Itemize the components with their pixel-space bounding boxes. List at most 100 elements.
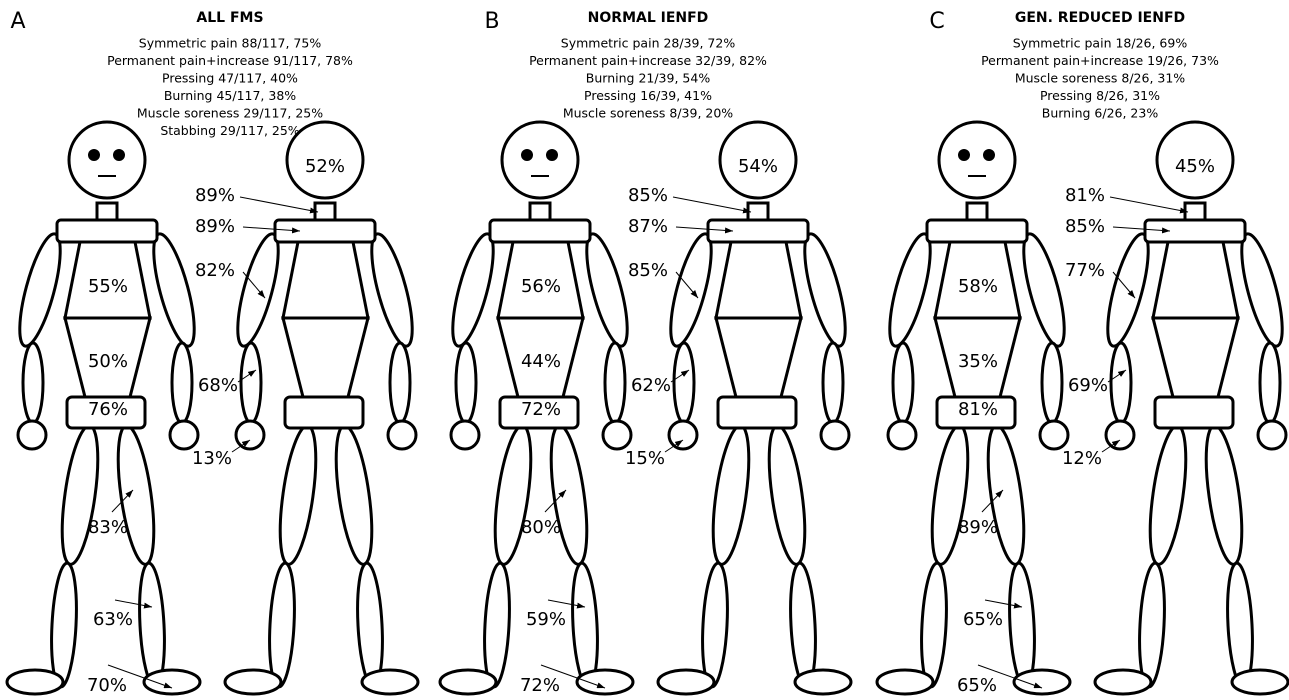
body-part [488,218,592,244]
body-part [701,561,729,689]
percent-label: 52% [305,156,345,177]
body-part [234,419,266,451]
arrow [1101,439,1121,453]
body-part [239,341,263,425]
summary-line: Symmetric pain 18/26, 69% [1013,36,1188,51]
body-part [1038,419,1070,451]
percent-label: 63% [93,609,133,630]
body-part [821,341,845,425]
summary-line: Muscle soreness 8/39, 20% [563,106,733,121]
body-part [528,201,552,222]
body-part [1151,240,1240,320]
body-part [1148,424,1188,566]
percent-label: 69% [1068,375,1108,396]
percent-label: 62% [631,375,671,396]
body-part [500,120,580,200]
percent-label: 85% [1065,216,1105,237]
body-part [601,419,633,451]
summary-line: Symmetric pain 28/39, 72% [561,36,736,51]
body-part [888,232,932,348]
body-part [1012,668,1072,696]
body-part [1008,561,1036,689]
body-part [875,668,935,696]
arrow [231,439,251,453]
body-part [281,316,370,399]
arrow [1109,196,1189,214]
body-part [386,419,418,451]
eye [521,149,533,161]
arrow [547,599,586,609]
eye [958,149,970,161]
percent-label: 87% [628,216,668,237]
arrow [1107,369,1127,383]
body-part [1258,341,1282,425]
percent-label: 15% [625,448,665,469]
summary-line: Muscle soreness 8/26, 31% [1015,71,1185,86]
summary-line: Stabbing 29/117, 25% [160,123,299,138]
body-part [370,232,414,348]
summary-line: Muscle soreness 29/117, 25% [137,106,323,121]
arrow [544,489,567,513]
percent-label: 56% [521,276,561,297]
body-part [360,668,420,696]
percent-label: 13% [192,448,232,469]
percent-label: 85% [628,260,668,281]
arrow [981,489,1004,513]
summary-line: Pressing 16/39, 41% [584,88,712,103]
body-part [1143,218,1247,244]
body-part [55,218,159,244]
arrow [675,271,699,299]
body-part [803,232,847,348]
body-part [937,120,1017,200]
arrow [107,664,173,689]
body-part [1138,561,1166,689]
body-part [285,120,365,200]
summary-line: Pressing 8/26, 31% [1040,88,1160,103]
body-part [1153,395,1235,430]
body-part [1155,120,1235,200]
percent-label: 12% [1062,448,1102,469]
panel-letter: B [484,9,499,34]
panel-letter: A [10,9,25,34]
arrow [114,599,153,609]
summary-line: Burning 6/26, 23% [1042,106,1159,121]
body-part [667,419,699,451]
eye [88,149,100,161]
percent-label: 85% [628,185,668,206]
body-part [498,395,580,430]
body-part [549,424,589,566]
body-part [714,316,803,399]
summary-line: Burning 21/39, 54% [586,71,711,86]
percent-label: 89% [958,517,998,538]
body-part [925,218,1029,244]
summary-line: Burning 45/117, 38% [164,88,296,103]
body-part [273,218,377,244]
body-part [5,668,65,696]
body-part [65,395,147,430]
summary-line: Permanent pain+increase 91/117, 78% [107,53,353,68]
body-part [95,201,119,222]
body-part [1256,419,1288,451]
body-part [438,668,498,696]
body-part [223,668,283,696]
body-part [16,419,48,451]
body-part [920,561,948,689]
percent-label: 89% [195,216,235,237]
body-part [268,561,296,689]
body-part [1230,668,1289,696]
body-part [281,240,370,320]
summary-line: Permanent pain+increase 32/39, 82% [529,53,767,68]
body-part [571,561,599,689]
percent-label: 55% [88,276,128,297]
arrow [670,369,690,383]
arrow [237,369,257,383]
body-part [930,424,970,566]
body-part [60,424,100,566]
percent-label: 58% [958,276,998,297]
arrow [977,664,1043,689]
percent-label: 72% [520,675,560,696]
body-part [711,424,751,566]
panel-title: GEN. REDUCED IENFD [1015,10,1185,26]
body-part [67,120,147,200]
